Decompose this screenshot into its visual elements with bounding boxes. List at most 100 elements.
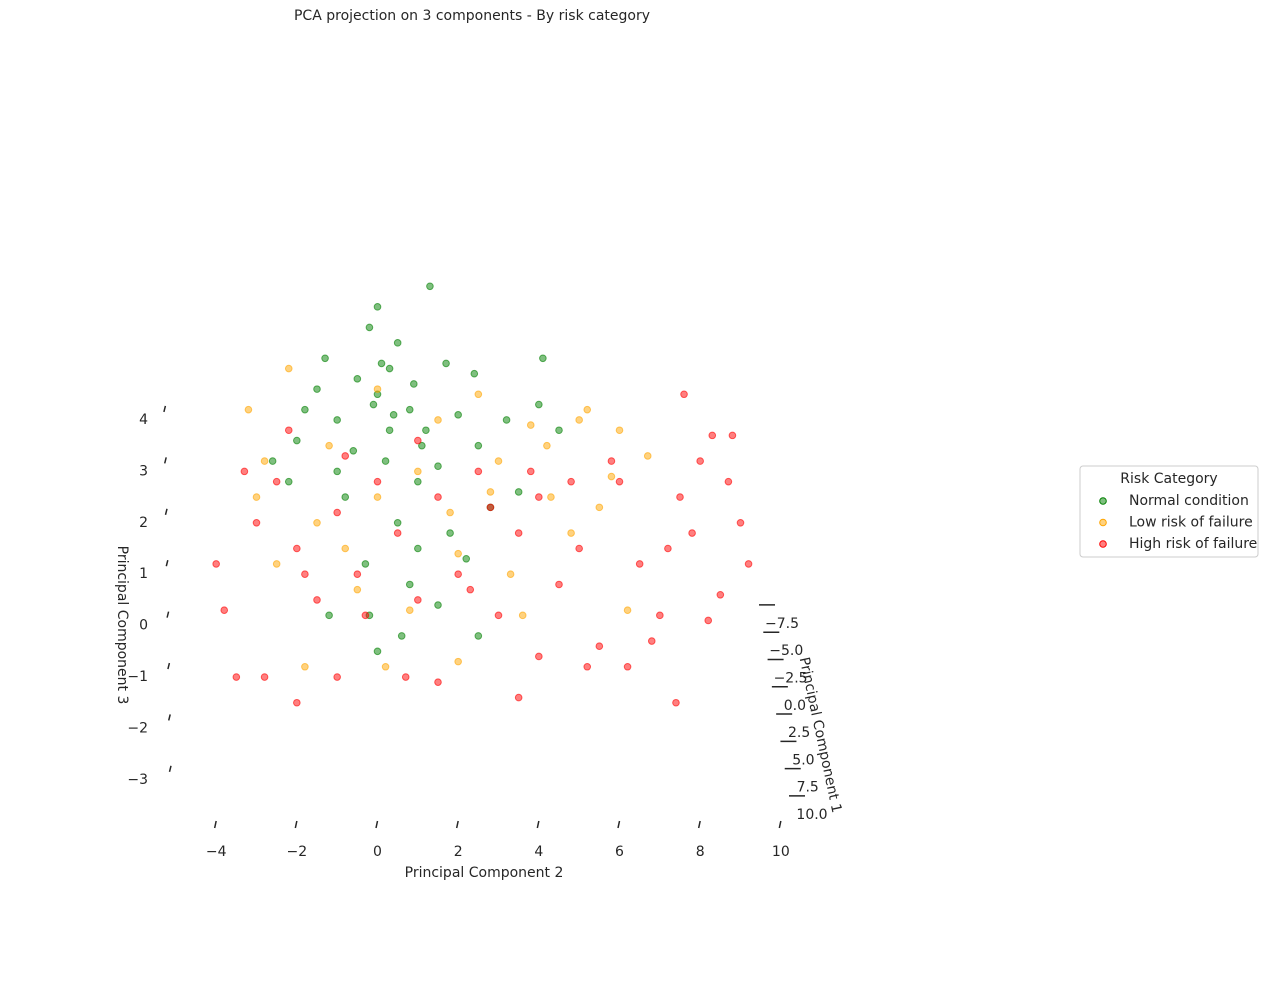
y-tick xyxy=(163,405,167,413)
point xyxy=(547,493,555,501)
point xyxy=(575,544,583,553)
x-tick xyxy=(617,820,621,829)
point xyxy=(405,405,414,414)
point xyxy=(284,426,293,435)
point xyxy=(535,493,543,501)
y-tick xyxy=(164,508,168,515)
point xyxy=(365,323,374,332)
y-tick xyxy=(166,611,170,618)
point xyxy=(293,698,301,707)
point xyxy=(672,698,680,707)
point xyxy=(293,544,301,553)
point xyxy=(688,529,696,537)
point xyxy=(313,596,321,604)
point xyxy=(514,488,523,496)
point xyxy=(220,606,229,614)
point xyxy=(555,426,563,435)
y-tick-label: 4 xyxy=(139,412,148,428)
point xyxy=(381,662,390,671)
point xyxy=(539,354,547,363)
y-tick-label: 1 xyxy=(139,566,148,582)
point xyxy=(446,529,454,537)
point xyxy=(240,467,249,476)
point xyxy=(442,359,450,368)
point xyxy=(341,452,350,460)
point xyxy=(373,647,382,656)
point xyxy=(434,601,442,609)
point xyxy=(313,518,321,527)
point xyxy=(414,596,422,604)
y-tick-label: −1 xyxy=(127,669,148,685)
point xyxy=(369,400,378,409)
point xyxy=(635,560,644,568)
point xyxy=(446,508,454,517)
point xyxy=(325,441,333,450)
point xyxy=(244,405,253,414)
point xyxy=(260,457,269,465)
point xyxy=(301,570,309,579)
point xyxy=(526,467,535,476)
x-tick-label: −4 xyxy=(206,844,227,860)
point xyxy=(434,462,442,471)
legend-label: Normal condition xyxy=(1129,493,1249,509)
x-tick-label: 10 xyxy=(772,844,790,860)
point xyxy=(623,606,632,614)
point xyxy=(232,673,241,681)
y-tick-label: −2 xyxy=(127,720,148,736)
point xyxy=(414,467,422,476)
z-tick-label: 7.5 xyxy=(797,780,819,796)
point xyxy=(353,375,362,383)
y-tick-label: −3 xyxy=(127,772,148,788)
point xyxy=(341,493,350,501)
point xyxy=(293,436,301,445)
point xyxy=(373,303,382,311)
x-axis-label: Principal Component 2 xyxy=(405,865,564,881)
point xyxy=(272,560,281,568)
point xyxy=(373,493,382,501)
point xyxy=(502,416,511,424)
legend-marker xyxy=(1099,497,1107,505)
point xyxy=(454,657,462,666)
point xyxy=(393,518,402,527)
point xyxy=(301,662,309,671)
point xyxy=(410,380,418,388)
point xyxy=(567,477,575,486)
point xyxy=(272,477,281,486)
z-tick-label: −7.5 xyxy=(765,616,799,632)
point xyxy=(567,529,575,537)
point xyxy=(353,570,362,579)
point xyxy=(268,457,277,465)
point xyxy=(361,611,370,620)
point xyxy=(422,426,430,435)
point xyxy=(595,503,604,512)
point xyxy=(535,400,543,409)
point xyxy=(607,457,616,465)
point xyxy=(381,457,390,465)
point xyxy=(353,585,362,594)
point xyxy=(434,416,442,424)
z-tick-label: 2.5 xyxy=(788,725,810,741)
point xyxy=(393,529,402,537)
point xyxy=(615,426,624,435)
point xyxy=(252,493,261,501)
chart-title: PCA projection on 3 components - By risk… xyxy=(294,8,650,24)
legend-label: High risk of failure xyxy=(1129,536,1257,552)
point xyxy=(623,662,632,671)
point xyxy=(575,416,583,424)
point xyxy=(414,477,422,486)
point xyxy=(744,560,753,568)
point xyxy=(284,364,293,373)
point xyxy=(676,493,684,501)
point xyxy=(474,441,483,450)
point xyxy=(643,452,652,460)
point xyxy=(535,652,543,661)
point xyxy=(647,637,656,645)
legend-marker xyxy=(1099,540,1107,548)
point xyxy=(333,467,341,476)
point xyxy=(724,477,733,486)
point xyxy=(284,477,293,486)
point xyxy=(466,585,475,594)
point xyxy=(333,508,341,517)
legend: Risk Category Normal condition Low risk o… xyxy=(1079,465,1259,558)
